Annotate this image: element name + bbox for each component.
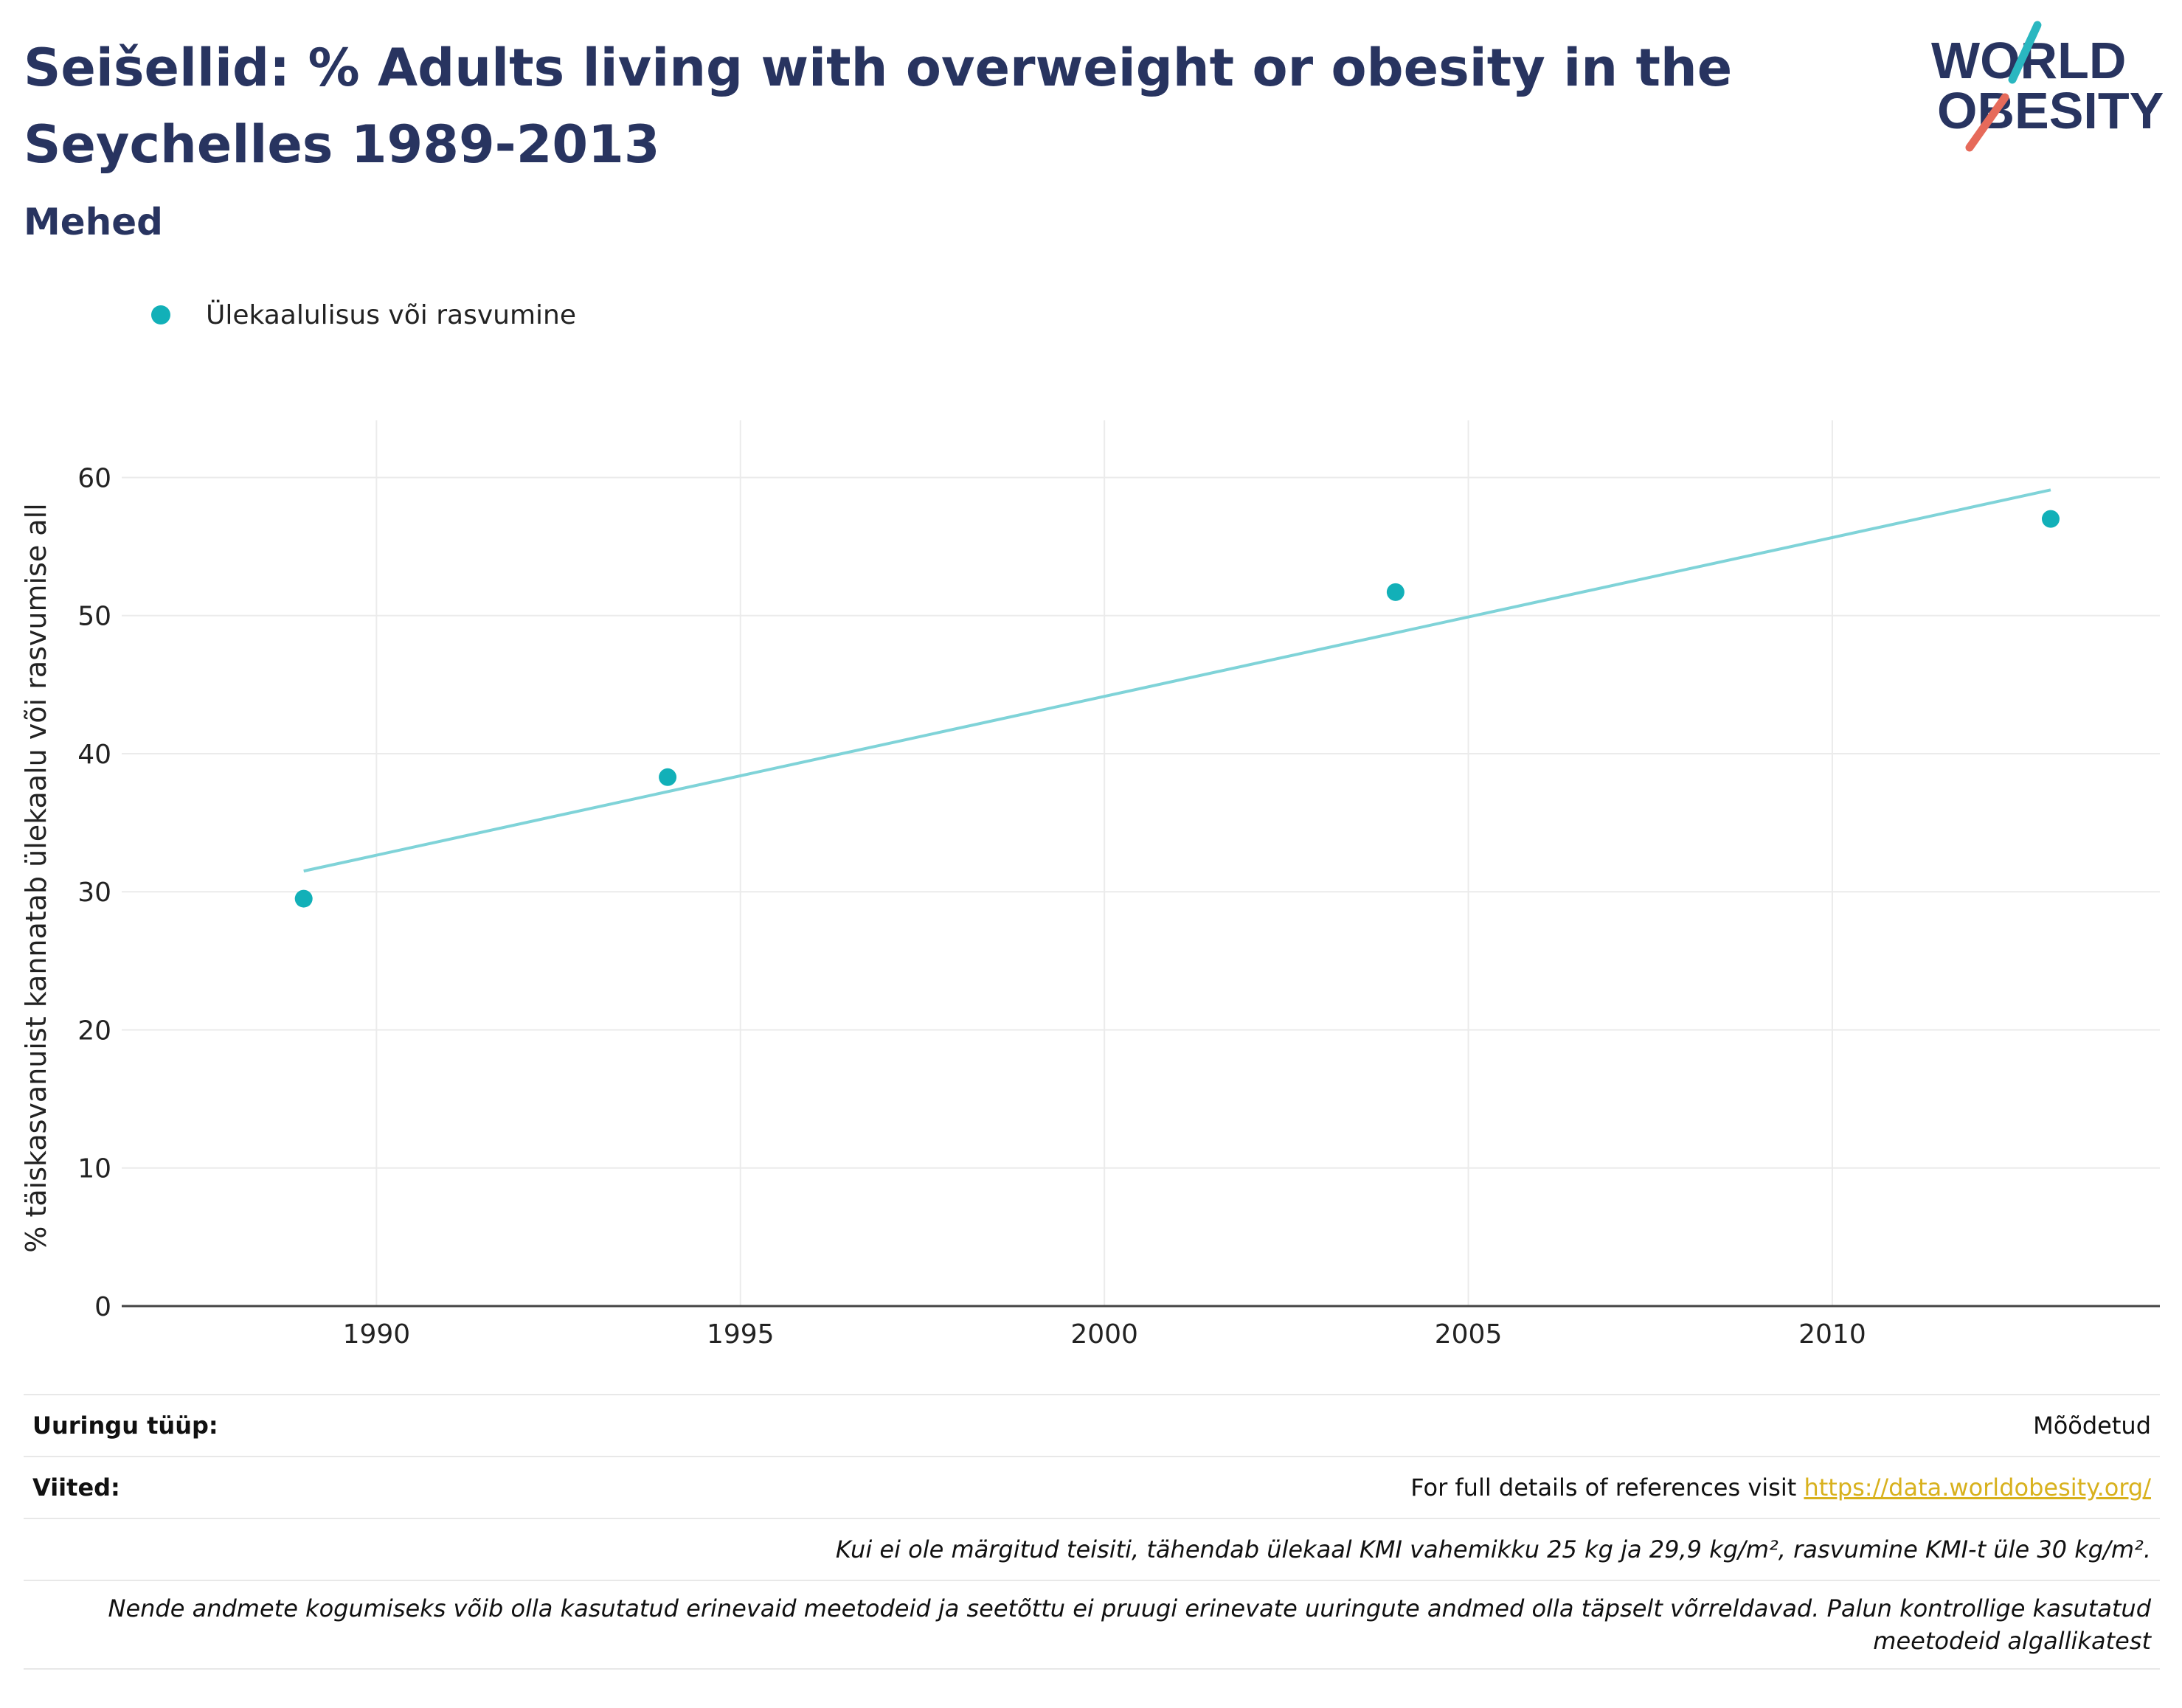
x-tick-label: 1990 bbox=[343, 1319, 411, 1350]
axis-layer: 0 10 20 30 40 50 60 1990 1995 2000 2005 2010 bbox=[77, 463, 2160, 1350]
logo-slash-teal bbox=[2008, 21, 2042, 84]
y-tick-label: 30 bbox=[77, 878, 111, 908]
world-obesity-logo: WORLD OBESITY bbox=[1931, 21, 2164, 152]
data-point bbox=[294, 889, 313, 908]
y-axis-label: % täiskasvanuist kannatab ülekaalu või r… bbox=[20, 503, 52, 1252]
y-tick-label: 10 bbox=[77, 1154, 111, 1184]
legend: Ülekaalulisus või rasvumine bbox=[151, 296, 576, 333]
chart-subtitle: Mehed bbox=[24, 201, 163, 243]
y-tick-label: 0 bbox=[94, 1292, 111, 1322]
survey-type-value: Mõõdetud bbox=[2033, 1412, 2151, 1440]
data-point bbox=[659, 768, 677, 786]
legend-label: Ülekaalulisus või rasvumine bbox=[206, 299, 576, 330]
y-tick-label: 40 bbox=[77, 740, 111, 770]
references-label: Viited: bbox=[32, 1473, 120, 1502]
x-tick-label: 1995 bbox=[707, 1319, 775, 1350]
footer-row-definition: Kui ei ole märgitud teisiti, tähendab ül… bbox=[24, 1518, 2160, 1580]
trend-layer bbox=[303, 488, 2051, 873]
x-tick-label: 2005 bbox=[1435, 1319, 1503, 1350]
footer-row-survey-type: Uuringu tüüp: Mõõdetud bbox=[24, 1394, 2160, 1456]
methods-note: Nende andmete kogumiseks võib olla kasut… bbox=[108, 1594, 2152, 1655]
points-layer bbox=[294, 510, 2060, 908]
footer: Uuringu tüüp: Mõõdetud Viited: For full … bbox=[24, 1394, 2160, 1670]
y-tick-label: 20 bbox=[77, 1016, 111, 1046]
survey-type-label: Uuringu tüüp: bbox=[32, 1412, 218, 1440]
data-point bbox=[2041, 510, 2060, 528]
legend-marker bbox=[151, 305, 170, 324]
definition-note: Kui ei ole märgitud teisiti, tähendab ül… bbox=[835, 1535, 2151, 1563]
x-tick-label: 2000 bbox=[1070, 1319, 1138, 1350]
x-tick-label: 2010 bbox=[1798, 1319, 1866, 1350]
grid-layer bbox=[122, 420, 2160, 1306]
y-tick-label: 50 bbox=[77, 602, 111, 632]
references-link[interactable]: https://data.worldobesity.org/ bbox=[1804, 1473, 2151, 1502]
references-text: For full details of references visit bbox=[1410, 1473, 1804, 1502]
footer-row-references: Viited: For full details of references v… bbox=[24, 1456, 2160, 1518]
data-point bbox=[1386, 583, 1405, 601]
logo-slash-red bbox=[1965, 93, 2009, 152]
logo-text-obesity: OBESITY bbox=[1937, 82, 2164, 139]
scatter-chart: 0 10 20 30 40 50 60 1990 1995 2000 2005 2010 % täis… bbox=[20, 420, 2160, 1350]
references-value: For full details of references visit htt… bbox=[1410, 1473, 2151, 1502]
footer-row-methods: Nende andmete kogumiseks võib olla kasut… bbox=[24, 1580, 2160, 1670]
trendline bbox=[303, 488, 2051, 873]
chart-title: Seišellid: % Adults living with overweig… bbox=[24, 38, 1733, 175]
y-tick-label: 60 bbox=[77, 463, 111, 493]
